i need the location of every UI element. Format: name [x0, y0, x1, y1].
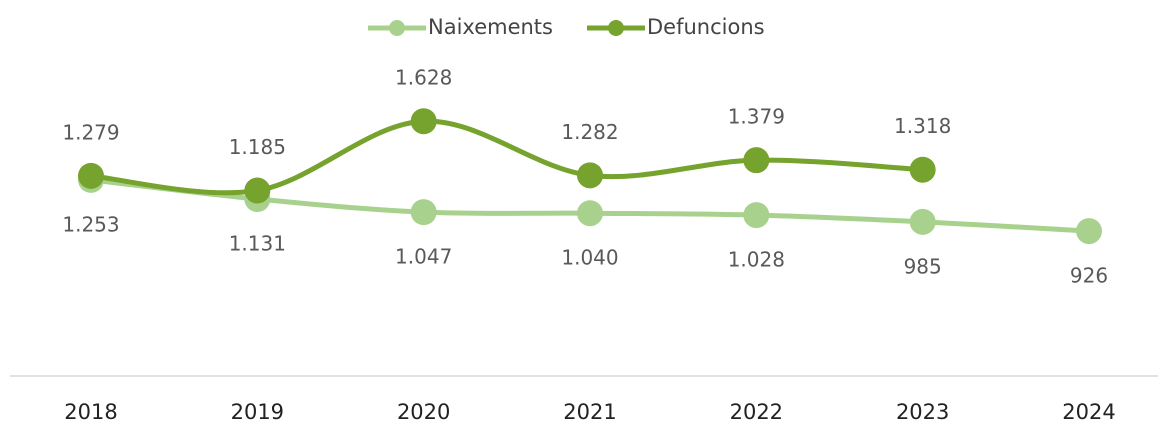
- data-point: [909, 208, 936, 235]
- x-tick-label: 2024: [1062, 400, 1115, 424]
- data-label: 985: [904, 254, 942, 278]
- data-point: [244, 177, 271, 204]
- legend-label: Defuncions: [647, 15, 765, 39]
- legend-swatch-marker: [389, 20, 405, 36]
- data-label: 1.131: [229, 231, 286, 255]
- data-point: [577, 162, 603, 189]
- data-point: [410, 199, 437, 226]
- data-label: 1.379: [728, 105, 785, 129]
- data-label: 1.040: [561, 246, 618, 270]
- data-point: [1076, 218, 1102, 245]
- data-point: [577, 200, 603, 227]
- data-point: [743, 147, 770, 174]
- legend-swatch-marker: [607, 20, 624, 36]
- x-tick-label: 2021: [563, 400, 616, 424]
- x-tick-label: 2019: [231, 400, 284, 424]
- data-point: [909, 156, 936, 183]
- legend-label: Naixements: [428, 15, 553, 39]
- data-label: 926: [1070, 264, 1108, 288]
- x-tick-label: 2018: [64, 400, 117, 424]
- data-label: 1.028: [728, 248, 785, 272]
- series-line: [88, 118, 926, 196]
- x-tick-label: 2023: [896, 400, 949, 424]
- data-label: 1.047: [395, 245, 452, 269]
- data-label: 1.279: [62, 120, 119, 144]
- data-point: [410, 108, 437, 135]
- x-tick-label: 2020: [397, 400, 450, 424]
- data-label: 1.185: [229, 135, 286, 159]
- data-label: 1.253: [62, 212, 119, 236]
- data-point: [78, 162, 104, 189]
- data-point: [743, 202, 770, 229]
- data-label: 1.282: [561, 120, 618, 144]
- x-tick-label: 2022: [730, 400, 783, 424]
- data-label: 1.628: [395, 66, 452, 90]
- data-label: 1.318: [894, 114, 951, 138]
